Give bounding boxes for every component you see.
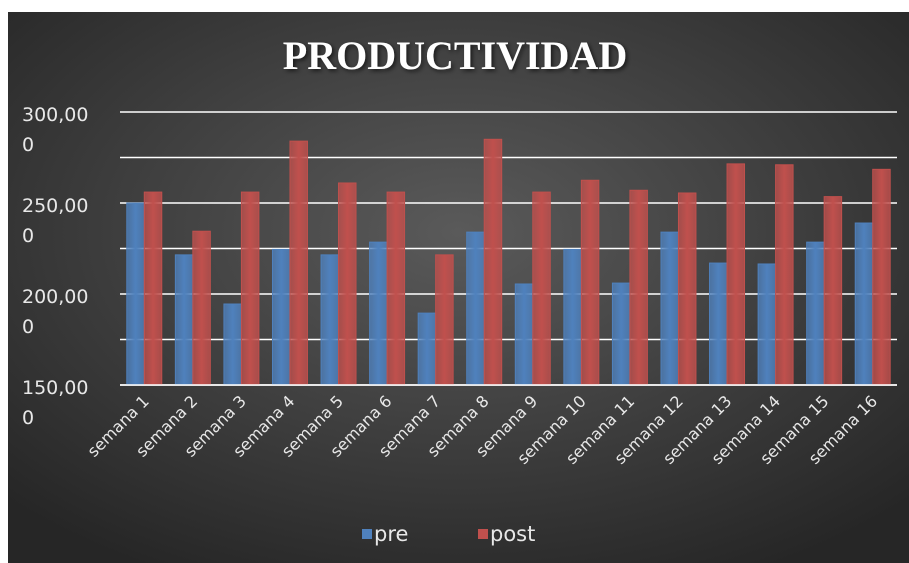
bar (823, 196, 843, 386)
bar (435, 254, 454, 386)
bar (629, 189, 648, 386)
bar (709, 262, 728, 386)
y-tick-label: 150,00 0 (22, 377, 88, 429)
bar (223, 303, 242, 386)
y-tick-label: 250,00 0 (22, 195, 88, 247)
bar (580, 179, 600, 386)
chart-title: PRODUCTIVIDAD (283, 33, 627, 78)
bar (338, 182, 357, 386)
legend-label: pre (374, 522, 408, 546)
bar (563, 248, 582, 386)
bar (532, 191, 551, 386)
bar (775, 164, 794, 386)
legend-label: post (490, 522, 535, 546)
legend-swatch (362, 529, 372, 539)
bar (320, 254, 340, 386)
bar (514, 283, 534, 386)
bar (192, 230, 211, 386)
bar (289, 140, 308, 386)
bar (660, 231, 679, 386)
bar (872, 168, 891, 386)
bar (240, 191, 260, 386)
bar (271, 248, 291, 386)
legend-swatch (478, 529, 488, 539)
bar (611, 282, 631, 386)
bar (174, 254, 194, 386)
y-tick-label: 200,00 0 (22, 286, 88, 338)
bar (726, 163, 746, 386)
bar (369, 241, 388, 386)
bar (126, 202, 145, 386)
bar (386, 191, 406, 386)
bar (466, 231, 485, 386)
bar (757, 263, 777, 386)
bar (806, 241, 825, 386)
bar (417, 312, 437, 386)
bar (854, 222, 874, 386)
y-tick-label: 300,00 0 (22, 104, 88, 156)
bar (483, 138, 503, 386)
bar (143, 191, 163, 386)
bar (677, 192, 697, 386)
